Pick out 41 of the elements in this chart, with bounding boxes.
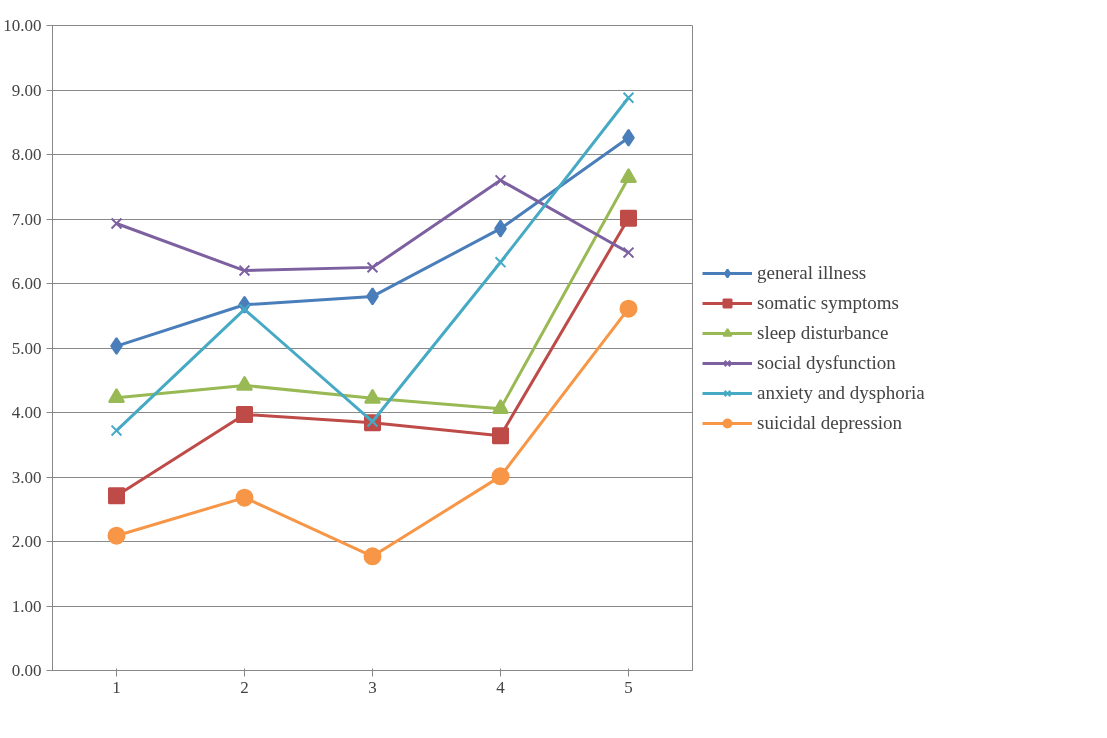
point: [110, 424, 123, 437]
legend-label: suicidal depression: [757, 411, 903, 434]
y-tick-label: 2.00: [11, 532, 42, 551]
y-tick-label: 3.00: [11, 467, 42, 487]
y-tick-label: 0.00: [11, 661, 42, 680]
y-tick-label: 5.00: [11, 338, 42, 358]
point: [235, 488, 254, 507]
point: [620, 168, 637, 184]
y-tick-label: 6.00: [11, 274, 42, 293]
legend-label: sleep disturbance: [757, 321, 889, 344]
point: [622, 246, 635, 259]
y-tick-label: 1.00: [11, 596, 42, 616]
point: [107, 526, 126, 545]
x-tick-label: 5: [624, 677, 633, 697]
point: [491, 467, 510, 486]
point: [363, 547, 382, 566]
y-tick-label: 7.00: [11, 209, 42, 229]
y-tick-label: 9.00: [11, 80, 42, 100]
point: [108, 487, 125, 505]
point: [110, 217, 123, 230]
legend-label: somatic symptoms: [757, 291, 899, 314]
point: [620, 209, 637, 227]
legend-label: anxiety and dysphoria: [757, 381, 925, 404]
point: [236, 405, 253, 423]
point: [494, 256, 507, 269]
point: [366, 261, 379, 274]
y-tick-label: 8.00: [11, 145, 42, 164]
x-tick-label: 3: [368, 677, 377, 697]
legend-label: social dysfunction: [757, 351, 896, 374]
x-tick-label: 2: [240, 677, 249, 697]
x-tick-label: 1: [112, 677, 121, 697]
point: [492, 427, 509, 445]
x-tick-label: 4: [496, 677, 506, 697]
legend-label: general illness: [757, 261, 867, 284]
y-tick-label: 10.00: [3, 16, 42, 35]
point: [238, 303, 251, 316]
point: [619, 299, 638, 318]
y-tick-label: 4.00: [11, 403, 42, 422]
point: [494, 174, 507, 187]
point: [238, 264, 251, 277]
point: [622, 91, 635, 104]
